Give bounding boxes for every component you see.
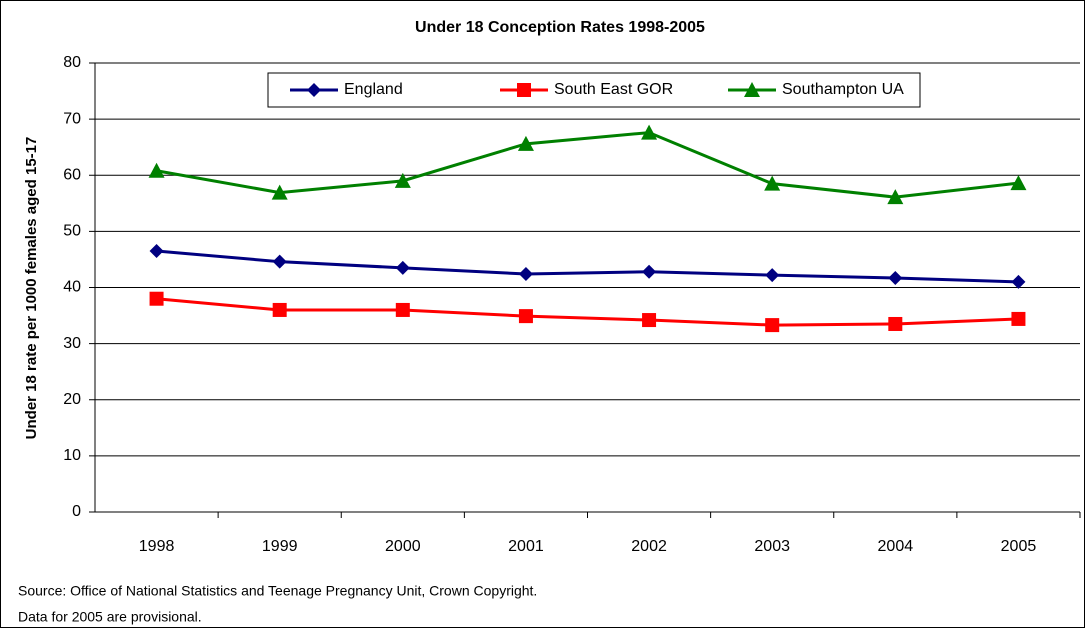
x-tick-label: 2003 <box>754 538 790 555</box>
point <box>395 302 410 317</box>
x-tick-label: 1998 <box>139 538 175 555</box>
point <box>1011 274 1026 289</box>
point <box>642 264 657 279</box>
point <box>307 83 321 97</box>
point <box>765 318 780 333</box>
x-tick-label: 2004 <box>878 538 914 555</box>
point <box>1011 311 1026 326</box>
chart-title: Under 18 Conception Rates 1998-2005 <box>415 19 705 36</box>
point <box>744 82 760 97</box>
point <box>765 268 780 283</box>
y-tick-label: 20 <box>63 391 81 408</box>
point <box>642 313 657 328</box>
point <box>272 254 287 269</box>
point <box>149 291 164 306</box>
point <box>149 244 164 259</box>
point <box>271 184 288 200</box>
point <box>517 135 534 151</box>
y-axis-label: Under 18 rate per 1000 females aged 15-1… <box>23 137 40 440</box>
y-tick-label: 10 <box>63 447 81 464</box>
x-tick-label: 2000 <box>385 538 421 555</box>
point <box>764 175 781 191</box>
y-tick-label: 80 <box>63 54 81 71</box>
point <box>395 260 410 275</box>
legend-label: South East GOR <box>554 81 673 98</box>
legend-box <box>267 72 921 108</box>
y-tick-label: 30 <box>63 335 81 352</box>
y-tick-label: 70 <box>63 110 81 127</box>
x-tick-label: 2005 <box>1001 538 1037 555</box>
series-line <box>156 249 1019 284</box>
point <box>1010 175 1027 191</box>
y-tick-label: 50 <box>63 223 81 240</box>
point <box>887 189 904 205</box>
series-line <box>156 131 1019 199</box>
x-tick-label: 2001 <box>508 538 544 555</box>
point <box>272 302 287 317</box>
point <box>517 83 531 97</box>
series-line <box>156 297 1019 327</box>
legend-label: England <box>344 81 403 98</box>
y-tick-label: 40 <box>63 279 81 296</box>
footnote: Data for 2005 are provisional. <box>18 609 202 625</box>
y-tick-label: 0 <box>72 503 81 520</box>
point <box>888 316 903 331</box>
point <box>148 162 165 178</box>
y-tick-label: 60 <box>63 166 81 183</box>
point <box>518 309 533 324</box>
legend-label: Southampton UA <box>782 81 904 98</box>
x-tick-label: 1999 <box>262 538 298 555</box>
x-tick-label: 2002 <box>631 538 667 555</box>
point <box>518 267 533 282</box>
point <box>888 270 903 285</box>
point <box>394 172 411 188</box>
footnote: Source: Office of National Statistics an… <box>18 583 537 599</box>
point <box>641 124 658 140</box>
